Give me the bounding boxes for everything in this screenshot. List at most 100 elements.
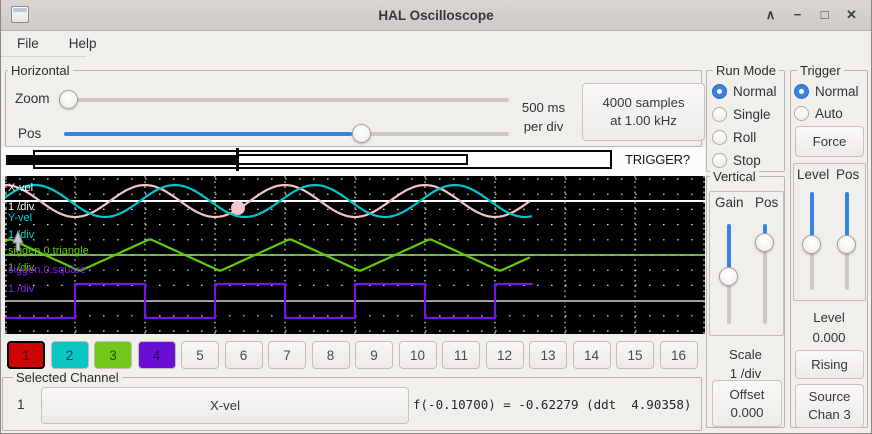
menubar: File Help xyxy=(1,31,871,56)
radio-icon[interactable] xyxy=(794,84,809,99)
trigger-source-line1: Source xyxy=(808,389,851,404)
scope-channel-label: X-vel xyxy=(8,182,33,194)
trace-y-vel xyxy=(5,183,533,219)
channel-button-12[interactable]: 12 xyxy=(485,341,524,369)
vertical-gain-slider[interactable] xyxy=(719,224,738,324)
trigger-slider-panel: Level Pos xyxy=(793,163,866,301)
slider-fill xyxy=(64,131,352,136)
samples-button[interactable]: 4000 samples at 1.00 kHz xyxy=(582,83,705,141)
pos-label: Pos xyxy=(18,126,42,141)
horizontal-pos-slider[interactable] xyxy=(64,124,509,143)
trigger-position-marker xyxy=(236,148,239,171)
slider-fill xyxy=(844,192,849,244)
window-controls: ∧ − □ ✕ xyxy=(757,0,865,30)
run-mode-group-label: Run Mode xyxy=(713,63,779,78)
force-button[interactable]: Force xyxy=(795,126,864,157)
channel-button-11[interactable]: 11 xyxy=(442,341,480,369)
channel-name-button[interactable]: X-vel xyxy=(41,387,409,424)
radio-icon[interactable] xyxy=(712,107,727,122)
offset-button[interactable]: Offset 0.000 xyxy=(712,380,782,427)
trigger-pos-slider[interactable] xyxy=(837,192,856,290)
slider-handle[interactable] xyxy=(755,232,774,252)
maximize-button[interactable]: □ xyxy=(820,7,829,22)
channel-button-7[interactable]: 7 xyxy=(268,341,306,369)
radio-label: Auto xyxy=(815,106,843,121)
record-bar: TRIGGER? xyxy=(2,147,705,176)
horizontal-group-label: Horizontal xyxy=(8,63,73,78)
radio-trigger-auto[interactable]: Auto xyxy=(794,105,859,122)
record-progress xyxy=(6,155,237,165)
menu-help[interactable]: Help xyxy=(68,36,97,51)
channel-button-4[interactable]: 4 xyxy=(137,341,176,369)
radio-label: Single xyxy=(733,107,771,122)
trigger-source-button[interactable]: Source Chan 3 xyxy=(795,384,864,428)
trigger-level-caption: Level xyxy=(813,310,845,325)
radio-trigger-normal[interactable]: Normal xyxy=(794,83,859,100)
minimize-button[interactable]: − xyxy=(793,7,802,22)
menu-file[interactable]: File xyxy=(17,36,39,51)
slider-handle[interactable] xyxy=(59,90,78,109)
radio-run-stop[interactable]: Stop xyxy=(712,152,777,169)
radio-label: Roll xyxy=(733,130,757,145)
horizontal-group: Horizontal Zoom Pos 500 ms per div 4000 … xyxy=(5,63,705,147)
selected-channel-group-label: Selected Channel xyxy=(13,370,122,385)
channel-value-readout: f(-0.10700) = -0.62279 (ddt 4.90358) xyxy=(413,397,692,412)
radio-icon[interactable] xyxy=(794,106,809,121)
shade-button[interactable]: ∧ xyxy=(765,7,776,22)
channel-button-9[interactable]: 9 xyxy=(355,341,393,369)
channel-button-13[interactable]: 13 xyxy=(529,341,567,369)
radio-run-single[interactable]: Single xyxy=(712,106,777,123)
channel-button-15[interactable]: 15 xyxy=(616,341,654,369)
slider-track[interactable] xyxy=(59,97,509,102)
gain-label: Gain xyxy=(715,195,744,210)
radio-label: Stop xyxy=(733,153,761,168)
slider-handle[interactable] xyxy=(802,234,821,254)
trigger-level-slider[interactable] xyxy=(802,192,821,290)
scale-value: 1 /div xyxy=(729,366,762,381)
run-mode-options: Normal Single Roll Stop xyxy=(712,83,777,169)
channel-button-2[interactable]: 2 xyxy=(50,341,89,369)
time-per-div: 500 ms per div xyxy=(511,98,576,136)
record-view-box xyxy=(237,154,468,165)
channel-button-8[interactable]: 8 xyxy=(311,341,350,369)
trigger-point-marker xyxy=(231,201,245,215)
channel-button-6[interactable]: 6 xyxy=(224,341,263,369)
offset-value: 0.000 xyxy=(730,404,764,420)
samples-line1: 4000 samples xyxy=(602,95,685,110)
trace-x-vel xyxy=(5,183,531,219)
trace-siggen-0-square xyxy=(5,282,534,320)
trigger-mode-options: Normal Auto xyxy=(794,83,859,122)
channel-button-3[interactable]: 3 xyxy=(94,341,132,369)
trigger-level-value: 0.000 xyxy=(812,330,846,345)
radio-run-roll[interactable]: Roll xyxy=(712,129,777,146)
selected-channel-number: 1 xyxy=(17,397,25,412)
channel-button-5[interactable]: 5 xyxy=(181,341,219,369)
titlebar: HAL Oscilloscope ∧ − □ ✕ xyxy=(1,0,871,31)
run-mode-group: Run Mode Normal Single Roll Stop xyxy=(706,63,785,172)
slider-fill xyxy=(809,192,814,244)
radio-icon[interactable] xyxy=(712,130,727,145)
trigger-edge-button[interactable]: Rising xyxy=(795,350,864,379)
time-per-div-value: 500 ms xyxy=(521,100,566,115)
scope-channel-label: 1 /div xyxy=(8,262,35,274)
menubar-rule xyxy=(1,56,86,57)
scope-channel-label: siggen.0.square xyxy=(8,264,86,276)
radio-icon[interactable] xyxy=(712,153,727,168)
trace-siggen-0-triangle xyxy=(5,238,531,272)
channel-button-10[interactable]: 10 xyxy=(398,341,437,369)
slider-track[interactable] xyxy=(762,224,767,324)
channel-button-14[interactable]: 14 xyxy=(572,341,611,369)
app-icon-detail xyxy=(13,8,27,12)
channel-button-16[interactable]: 16 xyxy=(659,341,698,369)
vertical-pos-slider[interactable] xyxy=(755,224,774,324)
horizontal-zoom-slider[interactable] xyxy=(59,90,509,109)
slider-handle[interactable] xyxy=(719,267,738,287)
channel-button-1[interactable]: 1 xyxy=(7,341,45,369)
radio-run-normal[interactable]: Normal xyxy=(712,83,777,100)
close-button[interactable]: ✕ xyxy=(846,7,857,22)
slider-handle[interactable] xyxy=(837,234,856,254)
radio-icon[interactable] xyxy=(712,84,727,99)
trigger-source-line2: Chan 3 xyxy=(808,407,851,422)
slider-handle[interactable] xyxy=(351,124,371,143)
